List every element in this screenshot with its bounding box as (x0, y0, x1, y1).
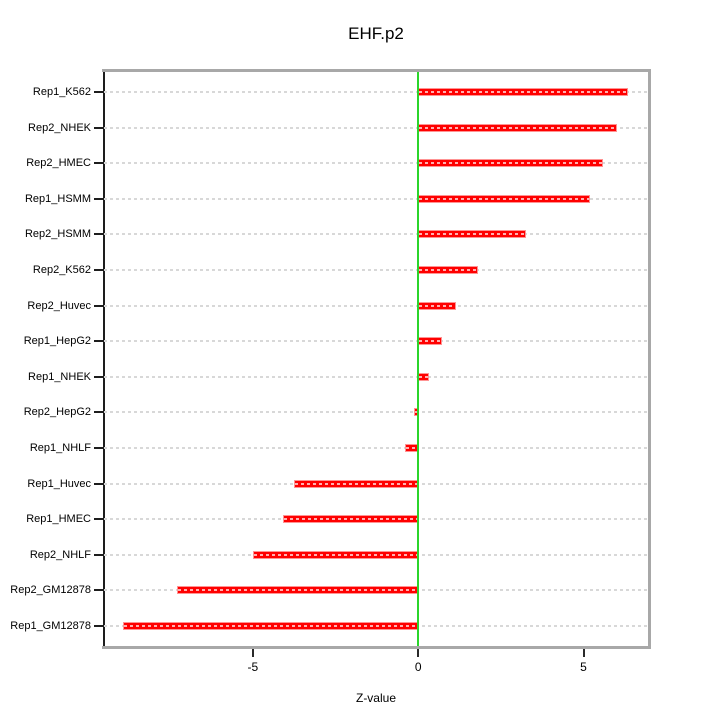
bar (253, 550, 419, 559)
grid-line (104, 126, 648, 129)
y-axis-label: Rep1_NHEK (28, 370, 91, 383)
bar-dash-pattern (419, 269, 477, 271)
y-axis-label: Rep1_NHLF (29, 442, 91, 454)
y-axis-label: Rep2_K562 (32, 264, 91, 276)
bar (294, 479, 419, 488)
y-tick (94, 625, 104, 627)
y-axis-label: Rep2_Huvec (27, 299, 91, 312)
zero-line (417, 72, 420, 646)
grid-line (104, 197, 648, 200)
bar (418, 159, 604, 168)
bar-dash-pattern (177, 589, 418, 592)
grid-line (104, 411, 648, 414)
bar (418, 266, 478, 274)
bar-dash-pattern (419, 162, 603, 165)
grid-line (104, 233, 648, 236)
y-axis-label: Rep2_HepG2 (23, 406, 91, 419)
bar-dash-pattern (419, 375, 429, 378)
y-axis-label: Rep2_NHEK (28, 121, 91, 134)
y-axis-label: Rep2_NHLF (29, 548, 91, 561)
bar-dash-pattern (419, 233, 525, 236)
plot-border-bottom (102, 646, 651, 649)
bar (418, 372, 430, 381)
y-tick (94, 482, 104, 485)
bar-dash-pattern (254, 553, 418, 556)
bar (176, 586, 419, 595)
plot-border-top (102, 69, 651, 72)
bar-dash-pattern (295, 482, 418, 485)
y-axis-line (103, 72, 105, 646)
bar (418, 301, 457, 310)
bar (418, 230, 526, 239)
y-tick (94, 447, 104, 449)
y-tick (94, 375, 104, 378)
grid-line (104, 91, 648, 93)
y-axis-label: Rep1_K562 (32, 86, 91, 98)
y-tick (94, 233, 104, 236)
bar (418, 123, 617, 132)
x-tick (417, 649, 420, 657)
y-tick (94, 589, 104, 592)
bar (418, 337, 442, 346)
y-axis-label: Rep1_Huvec (27, 477, 91, 490)
y-tick (94, 197, 104, 200)
y-tick (94, 304, 104, 307)
y-tick (94, 162, 104, 165)
bar (282, 515, 419, 524)
bar-dash-pattern (419, 91, 628, 93)
y-axis-label: Rep1_HSMM (24, 192, 91, 205)
bar (418, 194, 591, 203)
grid-line (104, 340, 648, 343)
y-axis-label: Rep1_HMEC (26, 513, 91, 526)
y-tick (94, 269, 104, 271)
y-axis-label: Rep1_GM12878 (10, 620, 91, 632)
bar-dash-pattern (415, 411, 418, 414)
x-tick (251, 649, 254, 657)
y-tick (94, 411, 104, 414)
x-tick (582, 649, 585, 657)
chart-title: EHF.p2 (348, 24, 404, 43)
x-tick-label: 0 (414, 660, 422, 674)
bar-dash-pattern (406, 447, 418, 449)
grid-line (104, 304, 648, 307)
bar-dash-pattern (419, 126, 616, 129)
y-tick (94, 91, 104, 93)
x-tick-label: -5 (247, 660, 259, 674)
grid-line (104, 375, 648, 378)
x-axis-label: Z-value (355, 691, 396, 705)
bar-dash-pattern (419, 197, 590, 200)
grid-line (104, 162, 648, 165)
x-tick-label: 5 (580, 660, 587, 674)
grid-line (104, 269, 648, 271)
y-axis-label: Rep2_HSMM (24, 228, 91, 241)
bar-dash-pattern (283, 518, 418, 521)
bar-dash-pattern (419, 304, 456, 307)
bar-dash-pattern (419, 340, 441, 343)
plot-border-right (648, 69, 651, 649)
y-axis-label: Rep2_HMEC (26, 157, 91, 170)
y-tick (94, 340, 104, 343)
y-tick (94, 518, 104, 521)
bar (418, 88, 629, 96)
y-axis-label: Rep1_HepG2 (23, 335, 91, 348)
plot-area: Rep1_K562 Rep2_NHEK Rep2_HMEC Rep1_HSMM Rep2… (10, 72, 648, 674)
y-tick (94, 126, 104, 129)
y-axis-label: Rep2_GM12878 (10, 584, 91, 597)
grid-line (104, 447, 648, 449)
bar (122, 622, 419, 630)
y-tick (94, 553, 104, 556)
bar-dash-pattern (123, 625, 418, 627)
